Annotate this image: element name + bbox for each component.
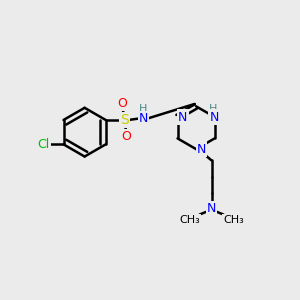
Text: Cl: Cl xyxy=(38,138,50,151)
Text: CH₃: CH₃ xyxy=(179,215,200,225)
Text: H: H xyxy=(209,104,217,114)
Text: H: H xyxy=(139,104,148,114)
Text: N: N xyxy=(207,202,216,215)
Text: N: N xyxy=(178,110,188,124)
Text: N: N xyxy=(139,112,148,125)
Text: CH₃: CH₃ xyxy=(223,215,244,225)
Text: S: S xyxy=(120,113,128,127)
Text: N: N xyxy=(197,142,206,156)
Text: N: N xyxy=(210,110,219,124)
Text: O: O xyxy=(118,97,128,110)
Text: O: O xyxy=(122,130,131,143)
